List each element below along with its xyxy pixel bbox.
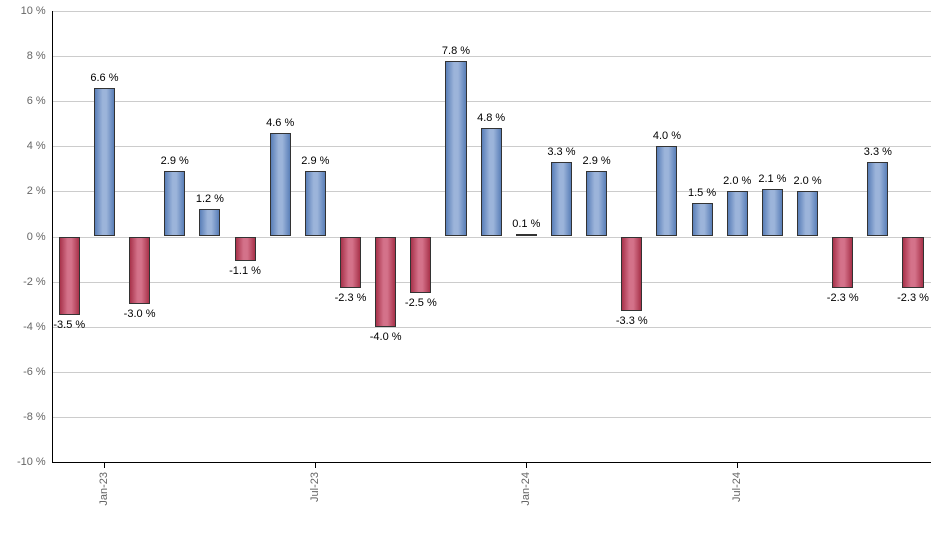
gridline [52,101,931,102]
bar [199,209,220,236]
bar-value-label: -2.3 % [827,292,859,304]
gridline [52,11,931,12]
bar-value-label: 1.5 % [688,187,716,199]
y-tick-label: -4 % [23,321,46,333]
bar-value-label: 6.6 % [90,72,118,84]
x-axis-line [52,462,931,463]
bar-value-label: 2.9 % [583,155,611,167]
bar [867,162,888,236]
bar [656,146,677,236]
bar-value-label: 2.0 % [723,175,751,187]
gridline [52,282,931,283]
bar [94,88,115,237]
bar-value-label: 2.1 % [758,173,786,185]
bar-value-label: 4.6 % [266,117,294,129]
bar [235,237,256,262]
bar-value-label: -2.3 % [335,292,367,304]
gridline [52,56,931,57]
y-axis-line [52,11,53,462]
bar [762,189,783,236]
bar-value-label: 3.3 % [864,146,892,158]
x-tick-label: Jul-23 [309,472,321,502]
bar-value-label: 4.0 % [653,130,681,142]
bar-value-label: 2.9 % [301,155,329,167]
x-tick-label: Jan-23 [98,472,110,506]
bar [516,234,537,236]
bar-value-label: -2.5 % [405,297,437,309]
bar-value-label: 2.9 % [161,155,189,167]
bar [902,237,923,289]
x-tick-label: Jan-24 [520,472,532,506]
bar-value-label: -3.0 % [124,308,156,320]
y-tick-label: 10 % [21,5,46,17]
y-tick-label: 2 % [27,185,46,197]
bar-value-label: -3.3 % [616,315,648,327]
bar [375,237,396,327]
bar [340,237,361,289]
x-tick-mark [315,462,316,468]
bar [164,171,185,236]
bar-chart: -10 % -8 % -6 % -4 % -2 % 0 % 2 % 4 % 6 % 8 % 10 %… [0,0,940,550]
x-tick-mark [104,462,105,468]
y-axis-labels: -10 % -8 % -6 % -4 % -2 % 0 % 2 % 4 % 6 % 8 % 10 % [0,0,46,550]
bar-value-label: -2.3 % [897,292,929,304]
bar [445,61,466,237]
y-tick-label: 0 % [27,231,46,243]
bar-value-label: 4.8 % [477,112,505,124]
bar [410,237,431,293]
bar [305,171,326,236]
bar-value-label: 3.3 % [547,146,575,158]
bar-value-label: 0.1 % [512,218,540,230]
y-tick-label: -10 % [17,456,46,468]
bar [621,237,642,311]
y-tick-label: 6 % [27,95,46,107]
y-tick-label: -2 % [23,276,46,288]
y-tick-label: 8 % [27,50,46,62]
bar [586,171,607,236]
bar [551,162,572,236]
bar-value-label: -4.0 % [370,331,402,343]
gridline [52,417,931,418]
bar [129,237,150,305]
bar-value-label: 2.0 % [793,175,821,187]
y-tick-label: -6 % [23,366,46,378]
bar [270,133,291,237]
bar [727,191,748,236]
x-tick-mark [737,462,738,468]
bar [59,237,80,316]
gridline [52,327,931,328]
bar-value-label: 7.8 % [442,45,470,57]
bar [481,128,502,236]
bar [797,191,818,236]
y-tick-label: 4 % [27,140,46,152]
bar [832,237,853,289]
x-tick-label: Jul-24 [731,472,743,502]
y-tick-label: -8 % [23,411,46,423]
bar-value-label: -1.1 % [229,265,261,277]
bar-value-label: -3.5 % [53,319,85,331]
gridline [52,237,931,238]
x-tick-mark [526,462,527,468]
plot-area [52,11,931,462]
bar-value-label: 1.2 % [196,193,224,205]
gridline [52,372,931,373]
bar [692,203,713,237]
